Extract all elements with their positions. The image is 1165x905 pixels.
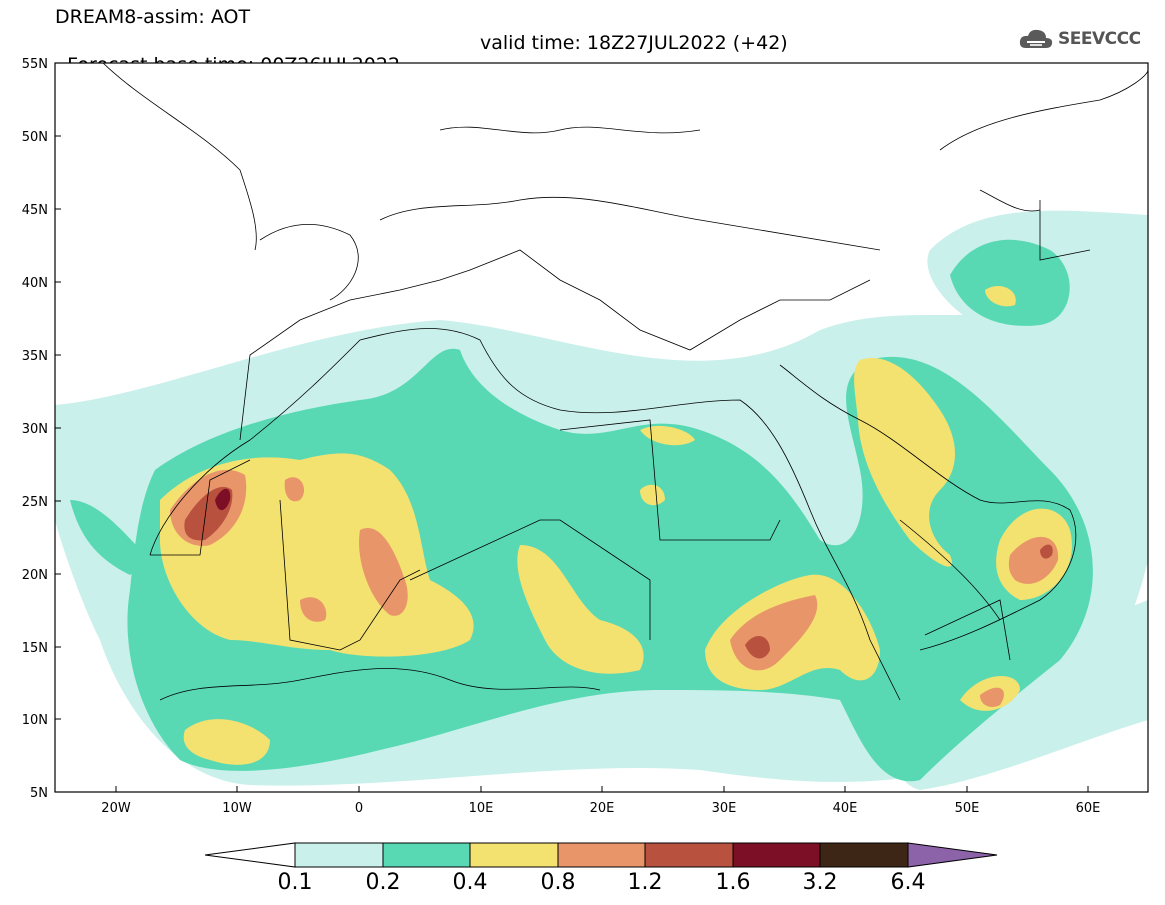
lat-label: 40N [22,276,48,291]
aot-band-1.6 [215,488,231,511]
cloud-icon [1019,29,1053,48]
lon-label: 10E [469,801,494,816]
colorbar-swatch [644,842,734,868]
longitude-axis: 20W 10W 0 10E 20E 30E 40E 50E 60E [101,786,1100,816]
lon-label: 20E [590,801,615,816]
lat-label: 35N [22,349,48,364]
colorbar-low-arrow [205,842,296,868]
lon-label: 40E [833,801,858,816]
colorbar [205,842,998,868]
lat-label: 15N [22,641,48,656]
lat-label: 20N [22,568,48,583]
legend-label: 0.1 [277,870,313,895]
lat-label: 30N [22,422,48,437]
seevccc-logo: SEEVCCC [1018,26,1141,52]
lat-label: 25N [22,495,48,510]
lat-label: 55N [22,57,48,72]
lat-label: 50N [22,130,48,145]
logo-text: SEEVCCC [1058,29,1141,49]
colorbar-swatch [294,842,384,868]
lon-label: 0 [355,801,363,816]
lon-label: 60E [1076,801,1101,816]
latitude-axis: 55N 50N 45N 40N 35N 30N 25N 20N 15N 10N … [22,57,61,801]
colorbar-swatch [732,842,821,868]
colorbar-swatch [469,842,559,868]
colorbar-swatch [819,842,909,868]
lon-label: 20W [101,801,131,816]
lon-label: 50E [955,801,980,816]
legend-label: 0.4 [452,870,488,895]
legend-label: 3.2 [802,870,838,895]
legend-label: 6.4 [890,870,926,895]
lat-label: 45N [22,203,48,218]
colorbar-swatch [557,842,646,868]
valid-time: valid time: 18Z27JUL2022 (+42) [480,32,788,54]
lat-label: 10N [22,713,48,728]
lat-label: 5N [30,786,48,801]
coastlines [102,63,1148,701]
colorbar-swatch [382,842,471,868]
legend-label: 0.2 [365,870,401,895]
legend-label: 1.2 [627,870,663,895]
legend-label: 0.8 [540,870,576,895]
lon-label: 10W [222,801,252,816]
map-title: DREAM8-assim: AOT [55,6,251,28]
aot-field [55,210,1148,790]
colorbar-high-arrow [907,842,998,868]
legend-label: 1.6 [715,870,751,895]
lon-label: 30E [712,801,737,816]
